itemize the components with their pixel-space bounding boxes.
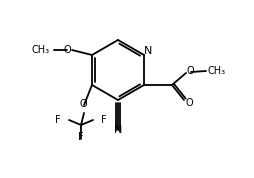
Text: CH₃: CH₃ [32,45,50,55]
Text: N: N [114,125,122,135]
Text: CH₃: CH₃ [208,66,226,76]
Text: O: O [64,45,71,55]
Text: F: F [101,115,107,125]
Text: N: N [144,46,152,56]
Text: F: F [55,115,61,125]
Text: O: O [186,98,194,108]
Text: O: O [79,99,87,109]
Text: F: F [78,132,84,142]
Text: O: O [187,66,195,76]
